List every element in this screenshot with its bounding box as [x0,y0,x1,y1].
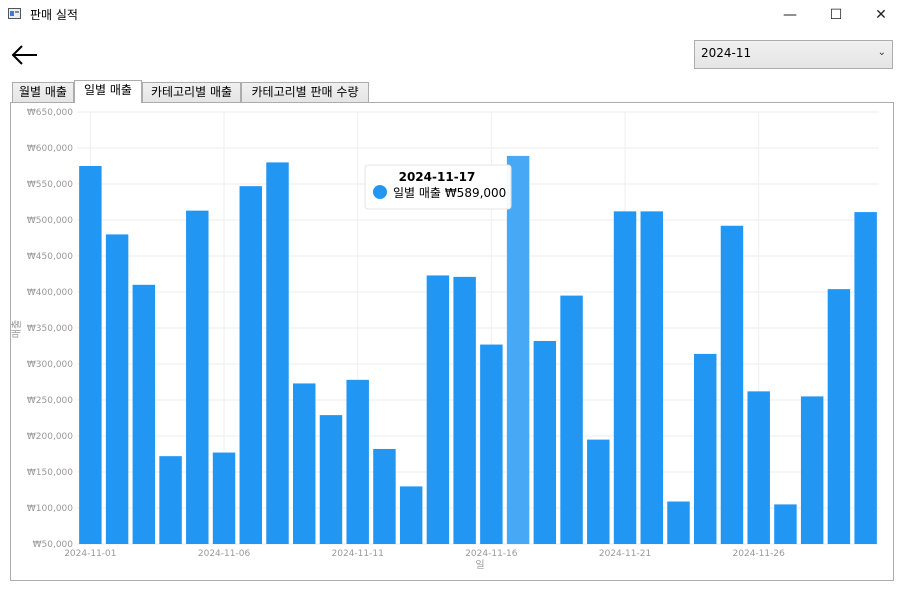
x-tick-label: 2024-11-16 [465,549,518,559]
bar[interactable] [667,501,690,544]
bar[interactable] [533,340,557,544]
bar[interactable] [560,295,583,544]
daily-sales-chart: ₩50,000 ₩100,000 ₩150,000 ₩200,000 ₩250,000 ₩… [11,108,879,571]
month-select-value: 2024-11 [701,46,752,60]
bar[interactable] [79,166,102,544]
bar[interactable] [480,344,503,544]
arrow-left-icon [11,45,37,65]
y-tick-label: ₩500,000 [27,216,73,226]
chart-tooltip: 2024-11-17 일별 매출 ₩589,000 [364,164,512,210]
x-tick-label: 2024-11-01 [64,549,116,559]
bar[interactable] [640,211,663,545]
y-tick-label: ₩350,000 [27,324,73,334]
y-tick-label: ₩250,000 [27,396,73,406]
bar[interactable] [800,396,824,544]
close-button[interactable]: ✕ [875,7,887,23]
bar[interactable] [587,439,610,544]
x-tick-label: 2024-11-26 [733,549,786,559]
month-select[interactable]: 2024-11 ⌄ [694,40,893,69]
bar[interactable] [373,448,396,544]
y-tick-label: ₩550,000 [27,180,73,190]
bar[interactable] [293,383,316,544]
bar[interactable] [186,210,209,544]
bar[interactable] [694,353,717,544]
y-axis-label: 매출 [11,320,23,338]
y-tick-label: ₩650,000 [27,108,73,118]
x-tick-label: 2024-11-06 [198,549,251,559]
bar[interactable] [346,379,369,544]
title-bar: 판매 실적 — ☐ ✕ [0,0,903,30]
window-title: 판매 실적 [30,8,78,22]
tooltip-series-marker [373,185,387,199]
y-tick-label: ₩300,000 [27,360,73,370]
bar[interactable] [506,155,530,545]
bar[interactable] [426,275,450,544]
y-tick-label: ₩50,000 [33,540,74,550]
bar[interactable] [212,452,236,544]
bar[interactable] [827,289,851,544]
app-icon [8,8,21,19]
y-tick-label: ₩200,000 [27,432,73,442]
tab-monthly-sales[interactable]: 월별 매출 [12,82,74,102]
maximize-button[interactable]: ☐ [829,7,843,23]
chart-panel: ₩50,000 ₩100,000 ₩150,000 ₩200,000 ₩250,000 ₩… [10,102,894,581]
bar[interactable] [399,486,423,544]
bar[interactable] [266,162,289,544]
bar[interactable] [132,284,156,544]
bar[interactable] [854,212,877,544]
bar[interactable] [613,211,637,545]
y-tick-label: ₩150,000 [27,468,73,478]
tooltip-title: 2024-11-17 [399,170,476,184]
tab-category-quantity[interactable]: 카테고리별 판매 수량 [241,82,369,102]
bar[interactable] [453,276,476,544]
y-tick-label: ₩400,000 [27,288,73,298]
tooltip-series-label: 일별 매출 ₩589,000 [393,186,506,200]
tab-daily-sales[interactable]: 일별 매출 [74,80,142,103]
minimize-button[interactable]: — [783,7,797,23]
bar[interactable] [105,234,129,544]
bar[interactable] [747,391,770,544]
bar[interactable] [720,225,744,544]
bar[interactable] [774,504,797,544]
x-axis-label: 일 [475,559,484,571]
bar[interactable] [319,415,343,544]
back-button[interactable] [10,43,40,67]
y-tick-label: ₩450,000 [27,252,73,262]
bar[interactable] [239,186,262,544]
tab-category-sales[interactable]: 카테고리별 매출 [142,82,241,102]
x-tick-label: 2024-11-11 [332,549,384,559]
bar[interactable] [159,456,182,544]
x-tick-label: 2024-11-21 [599,549,651,559]
chevron-down-icon: ⌄ [877,47,886,58]
y-tick-label: ₩600,000 [27,144,73,154]
y-tick-label: ₩100,000 [27,504,73,514]
